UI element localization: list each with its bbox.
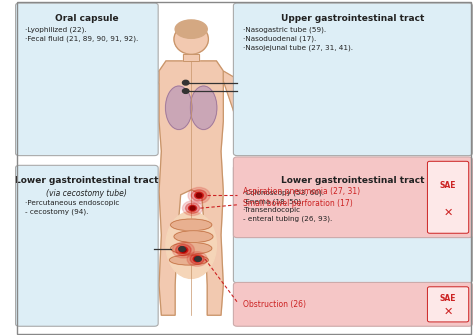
Ellipse shape <box>171 243 212 254</box>
Ellipse shape <box>174 24 209 54</box>
Circle shape <box>190 206 195 210</box>
Ellipse shape <box>171 219 212 231</box>
Text: Lower gastrointestinal tract: Lower gastrointestinal tract <box>15 176 159 185</box>
Circle shape <box>182 89 189 93</box>
Circle shape <box>189 205 197 211</box>
Circle shape <box>185 203 200 213</box>
Circle shape <box>195 257 201 261</box>
FancyBboxPatch shape <box>16 165 158 326</box>
Circle shape <box>191 190 207 201</box>
Circle shape <box>196 194 202 198</box>
Text: (via cecostomy tube): (via cecostomy tube) <box>46 189 128 198</box>
Ellipse shape <box>175 20 207 38</box>
Text: ·Lyophilized (22).
·Fecal fluid (21, 89, 90, 91, 92).: ·Lyophilized (22). ·Fecal fluid (21, 89,… <box>25 27 138 42</box>
FancyBboxPatch shape <box>233 157 473 238</box>
Text: SAE: SAE <box>440 181 456 191</box>
Polygon shape <box>223 71 246 138</box>
Circle shape <box>195 257 200 261</box>
Circle shape <box>193 256 201 262</box>
FancyBboxPatch shape <box>428 161 469 233</box>
Text: Obstruction (26): Obstruction (26) <box>243 300 306 309</box>
Circle shape <box>179 247 188 253</box>
Circle shape <box>182 201 203 215</box>
Circle shape <box>182 80 189 85</box>
Text: ✕: ✕ <box>443 307 453 317</box>
Ellipse shape <box>165 86 192 129</box>
Text: Upper gastrointestinal tract: Upper gastrointestinal tract <box>281 14 425 23</box>
Text: Aspiration pneumonia (27, 31)
Small bowel perforation (17): Aspiration pneumonia (27, 31) Small bowe… <box>243 186 360 208</box>
Circle shape <box>181 248 186 252</box>
Circle shape <box>187 252 207 266</box>
Circle shape <box>195 192 203 199</box>
Text: ·Nasogastric tube (59).
·Nasoduodenal (17).
·Nasojejunal tube (27, 31, 41).: ·Nasogastric tube (59). ·Nasoduodenal (1… <box>243 27 353 51</box>
FancyBboxPatch shape <box>428 287 469 322</box>
Ellipse shape <box>169 255 209 265</box>
FancyBboxPatch shape <box>233 165 473 283</box>
FancyBboxPatch shape <box>16 3 158 156</box>
Circle shape <box>188 187 210 204</box>
Text: ✕: ✕ <box>443 207 453 217</box>
Text: Lower gastrointestinal tract: Lower gastrointestinal tract <box>281 176 425 185</box>
Text: ·Colonoscopy (53, 60).
·Enema (18, 50).
·Transendocopic
- enteral tubing (26, 93: ·Colonoscopy (53, 60). ·Enema (18, 50). … <box>243 189 332 222</box>
Polygon shape <box>136 71 159 138</box>
Circle shape <box>176 244 191 256</box>
FancyBboxPatch shape <box>233 3 473 156</box>
Ellipse shape <box>174 231 213 243</box>
Ellipse shape <box>166 211 217 279</box>
Text: Oral capsule: Oral capsule <box>55 14 118 23</box>
FancyBboxPatch shape <box>233 283 473 326</box>
Circle shape <box>173 242 194 258</box>
Circle shape <box>190 254 204 264</box>
Polygon shape <box>183 53 199 61</box>
Text: ·Percutaneous endoscopic
- cecostomy (94).: ·Percutaneous endoscopic - cecostomy (94… <box>25 200 119 215</box>
Ellipse shape <box>190 86 217 129</box>
Text: SAE: SAE <box>440 294 456 303</box>
Circle shape <box>179 247 185 251</box>
Polygon shape <box>159 61 223 315</box>
